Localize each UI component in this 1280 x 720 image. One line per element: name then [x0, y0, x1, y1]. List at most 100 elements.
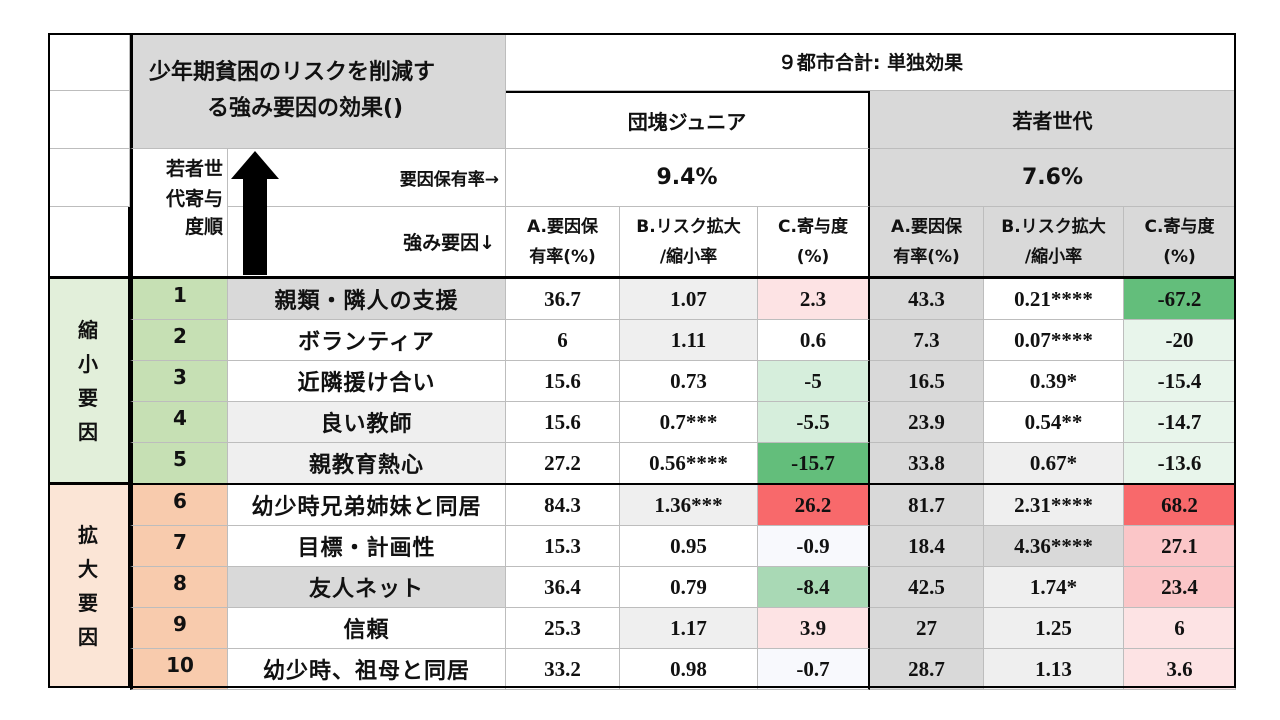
cell-factor: 友人ネット — [228, 567, 506, 608]
cell-a1: 33.2 — [506, 649, 620, 690]
cell-a2: 81.7 — [870, 485, 984, 526]
cell-c2: -14.7 — [1124, 402, 1236, 443]
cell-c1: -15.7 — [758, 443, 870, 484]
side-label-expand: 拡 大 要 因 — [48, 484, 130, 688]
col-a-line-2: 有率(%) — [893, 246, 960, 267]
cell-b2: 4.36**** — [984, 526, 1124, 567]
cell-b2: 0.54** — [984, 402, 1124, 443]
cell-c1: 0.6 — [758, 320, 870, 361]
cell-c1: -5 — [758, 361, 870, 402]
cell-c1: -0.9 — [758, 526, 870, 567]
city-header: ９都市合計: 単独効果 — [506, 33, 1236, 91]
cell-factor: 目標・計画性 — [228, 526, 506, 567]
cell-a1: 15.3 — [506, 526, 620, 567]
results-table: 少年期貧困のリスクを削減す る強み要因の効果() ９都市合計: 単独効果 団塊ジ… — [48, 33, 1236, 690]
cell-rank: 9 — [130, 608, 228, 649]
cell-b1: 1.11 — [620, 320, 758, 361]
cell-c2: 6 — [1124, 608, 1236, 649]
cell-b1: 0.7*** — [620, 402, 758, 443]
cell-b1: 0.98 — [620, 649, 758, 690]
cell-c1: 26.2 — [758, 485, 870, 526]
header-divider — [48, 276, 1236, 279]
col-c-line-1: C.寄与度 — [1144, 216, 1215, 237]
cell-factor: 幼少時、祖母と同居 — [228, 649, 506, 690]
cell-a2: 18.4 — [870, 526, 984, 567]
cell-a1: 6 — [506, 320, 620, 361]
cell-factor: ボランティア — [228, 320, 506, 361]
col-b-header-young: B.リスク拡大 /縮小率 — [984, 207, 1124, 277]
cell-rank: 5 — [130, 443, 228, 484]
cell-rank: 8 — [130, 567, 228, 608]
cell-a2: 7.3 — [870, 320, 984, 361]
cell-c2: -15.4 — [1124, 361, 1236, 402]
cell-b2: 0.67* — [984, 443, 1124, 484]
cell-b1: 1.17 — [620, 608, 758, 649]
cell-rank: 6 — [130, 485, 228, 526]
cell-factor: 幼少時兄弟姉妹と同居 — [228, 485, 506, 526]
cell-c2: -20 — [1124, 320, 1236, 361]
cell-b2: 1.13 — [984, 649, 1124, 690]
cell-b2: 2.31**** — [984, 485, 1124, 526]
cell-rank: 10 — [130, 649, 228, 690]
cell-a1: 36.7 — [506, 279, 620, 320]
cell-c2: -13.6 — [1124, 443, 1236, 484]
corner-cell-4 — [48, 207, 130, 277]
col-a-line-2: 有率(%) — [529, 246, 596, 267]
col-c-line-1: C.寄与度 — [778, 216, 848, 237]
cell-a2: 42.5 — [870, 567, 984, 608]
cell-a1: 84.3 — [506, 485, 620, 526]
rank-header-line-2: 代寄与 — [165, 188, 223, 210]
cell-c2: 27.1 — [1124, 526, 1236, 567]
side-char: 要 — [78, 590, 98, 615]
cell-a2: 28.7 — [870, 649, 984, 690]
cell-b1: 1.07 — [620, 279, 758, 320]
corner-cell-3 — [48, 149, 130, 207]
col-b-line-1: B.リスク拡大 — [1001, 216, 1106, 237]
cell-b2: 0.07**** — [984, 320, 1124, 361]
cell-rank: 7 — [130, 526, 228, 567]
cell-c2: 68.2 — [1124, 485, 1236, 526]
cell-factor: 親類・隣人の支援 — [228, 279, 506, 320]
cell-c1: -5.5 — [758, 402, 870, 443]
cell-a1: 27.2 — [506, 443, 620, 484]
cell-b1: 0.56**** — [620, 443, 758, 484]
col-a-header-dankai: A.要因保 有率(%) — [506, 207, 620, 277]
cell-b1: 1.36*** — [620, 485, 758, 526]
title-line-2: る強み要因の効果() — [207, 95, 404, 121]
cell-b2: 1.74* — [984, 567, 1124, 608]
rate-young: 7.6% — [870, 149, 1236, 207]
cell-rank: 2 — [130, 320, 228, 361]
side-char: 要 — [78, 385, 98, 410]
cell-factor: 近隣援け合い — [228, 361, 506, 402]
col-b-line-1: B.リスク拡大 — [636, 216, 741, 237]
cell-b2: 1.25 — [984, 608, 1124, 649]
cell-c1: -8.4 — [758, 567, 870, 608]
cell-a1: 36.4 — [506, 567, 620, 608]
cell-factor: 信頼 — [228, 608, 506, 649]
cell-b2: 0.21**** — [984, 279, 1124, 320]
cell-c1: 3.9 — [758, 608, 870, 649]
cell-b1: 0.73 — [620, 361, 758, 402]
cell-b1: 0.79 — [620, 567, 758, 608]
side-char: 因 — [78, 419, 98, 444]
col-a-line-1: A.要因保 — [891, 216, 962, 237]
corner-cell-2 — [48, 91, 130, 149]
cell-a1: 25.3 — [506, 608, 620, 649]
group-header-young: 若者世代 — [870, 91, 1236, 149]
col-c-line-2: (%) — [1163, 246, 1196, 267]
cell-c1: -0.7 — [758, 649, 870, 690]
rate-dankai: 9.4% — [506, 149, 870, 207]
col-b-line-2: /縮小率 — [1024, 246, 1083, 267]
cell-b1: 0.95 — [620, 526, 758, 567]
cell-a2: 33.8 — [870, 443, 984, 484]
col-c-line-2: (%) — [796, 246, 830, 267]
col-b-line-2: /縮小率 — [659, 246, 718, 267]
col-a-line-1: A.要因保 — [527, 216, 598, 237]
table-title: 少年期貧困のリスクを削減す る強み要因の効果() — [130, 33, 506, 149]
rank-header-line-1: 若者世 — [165, 158, 223, 180]
col-b-header-dankai: B.リスク拡大 /縮小率 — [620, 207, 758, 277]
cell-a1: 15.6 — [506, 361, 620, 402]
side-char: 縮 — [78, 317, 98, 342]
corner-cell-1 — [48, 33, 130, 91]
side-char: 大 — [78, 556, 98, 581]
